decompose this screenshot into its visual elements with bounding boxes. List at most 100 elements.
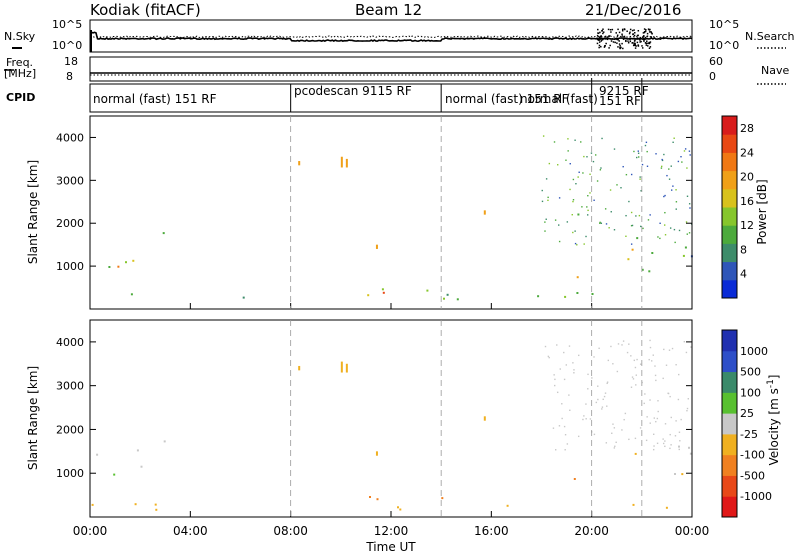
velocity-scatter-cell <box>663 348 665 351</box>
velocity-scatter-cell <box>587 388 589 390</box>
velocity-cell <box>155 508 158 511</box>
velocity-scatter-cell <box>656 417 659 420</box>
nsearch-scatter-point <box>643 31 646 33</box>
power-scatter-cell <box>646 165 649 167</box>
freq-label: Freq. <box>6 56 33 69</box>
power-scatter-cell <box>600 222 603 224</box>
velocity-scatter-cell <box>626 351 629 354</box>
power-scatter-cell <box>664 211 666 214</box>
power-scatter-cell <box>604 208 607 210</box>
nsearch-scatter-point <box>637 38 639 40</box>
velocity-scatter-cell <box>652 448 655 451</box>
colorbar-tick-label: 25 <box>740 407 754 420</box>
power-scatter-cell <box>610 211 612 213</box>
power-cell <box>684 246 687 249</box>
nsky-traces <box>89 28 693 52</box>
freq-panel <box>89 56 693 82</box>
nsearch-scatter-point <box>644 42 647 44</box>
nsearch-scatter-point <box>629 40 632 43</box>
nsearch-scatter-point <box>643 31 646 34</box>
nsearch-scatter-point <box>602 38 604 41</box>
velocity-scatter-cell <box>662 377 664 380</box>
velocity-scatter-cell <box>547 355 550 358</box>
nsearch-scatter-point <box>611 38 613 40</box>
velocity-scatter-cell <box>554 384 556 387</box>
power-scatter-cell <box>547 196 549 199</box>
nsearch-scatter-point <box>622 47 624 50</box>
power-scatter-cell <box>637 150 639 152</box>
velocity-cell <box>441 497 444 500</box>
power-scatter-cell <box>670 165 672 167</box>
velocity-scatter-cell <box>683 340 686 343</box>
velocity-scatter-cell <box>633 359 636 362</box>
power-scatter-cell <box>663 224 666 226</box>
power-scatter-cell <box>609 189 612 191</box>
velocity-scatter-cell <box>649 422 651 424</box>
station-title: Kodiak (fitACF) <box>90 1 201 19</box>
nsearch-scatter-point <box>598 41 601 43</box>
power-scatter-cell <box>675 201 678 203</box>
power-scatter-cell <box>593 199 595 201</box>
power-scatter-cell <box>683 150 686 152</box>
nsearch-scatter-point <box>644 36 647 39</box>
cpid-panel <box>89 83 693 113</box>
velocity-scatter-cell <box>595 401 598 404</box>
nsearch-tick-bottom: 10^0 <box>709 39 739 52</box>
power-cell <box>682 254 685 257</box>
power-scatter-cell <box>675 189 677 191</box>
velocity-scatter-cell <box>587 373 589 376</box>
power-scatter-cell <box>678 229 681 232</box>
velocity-scatter-cell <box>566 443 569 445</box>
power-scatter-cell <box>574 139 576 141</box>
colorbar-swatch <box>722 433 737 456</box>
nsearch-scatter-point <box>600 40 602 42</box>
velocity-scatter-cell <box>668 349 671 351</box>
velocity-scatter-cell <box>652 354 654 356</box>
power-scatter-cell <box>688 203 691 205</box>
cpid-label: CPID <box>6 91 35 104</box>
power-cell <box>162 232 165 235</box>
beam-title: Beam 12 <box>355 1 422 19</box>
x-tick-label: 00:00 <box>675 524 710 538</box>
velocity-scatter-cell <box>606 381 609 383</box>
power-scatter-cell <box>625 214 627 217</box>
power-scatter-cell <box>664 194 666 197</box>
colorbar-swatch <box>722 413 737 435</box>
power-scatter-cell <box>577 176 579 178</box>
power-scatter-cell <box>668 168 670 170</box>
velocity-cell <box>134 503 137 506</box>
velocity-scatter-cell <box>601 408 603 410</box>
velocity-scatter-cell <box>635 374 638 376</box>
power-cell <box>367 294 370 297</box>
velocity-streak <box>375 451 378 456</box>
colorbar-tick-label: 20 <box>740 171 754 184</box>
velocity-scatter-cell <box>671 347 674 350</box>
colorbar-swatch <box>722 454 737 476</box>
power-scatter-cell <box>661 159 664 162</box>
power-scatter-cell <box>587 194 589 197</box>
power-scatter-cell <box>599 222 601 224</box>
velocity-colorbar-label-exp: -1 <box>766 379 776 388</box>
freq-traces <box>90 72 692 76</box>
colorbar-swatch <box>722 134 737 153</box>
power-scatter-cell <box>548 162 551 165</box>
velocity-scatter-cell <box>656 442 659 445</box>
power-scatter-cell <box>686 167 688 169</box>
power-scatter-cell <box>659 222 661 224</box>
colorbar-frame <box>721 115 738 299</box>
power-cell <box>577 213 580 216</box>
velocity-scatter-cell <box>606 405 608 407</box>
power-scatter-cell <box>596 180 599 182</box>
velocity-scatter-cell <box>554 378 556 381</box>
power-scatter-cell <box>545 178 548 180</box>
nsearch-scatter-point <box>633 32 636 34</box>
power-scatter-cell <box>541 200 544 203</box>
power-scatter-cell <box>686 233 688 235</box>
power-scatter-cell <box>640 225 642 228</box>
power-scatter-cell <box>633 150 635 153</box>
velocity-scatter-cell <box>667 392 669 395</box>
power-scatter-cell <box>635 215 637 217</box>
velocity-streak <box>345 363 348 373</box>
velocity-scatter-cell <box>686 410 688 412</box>
